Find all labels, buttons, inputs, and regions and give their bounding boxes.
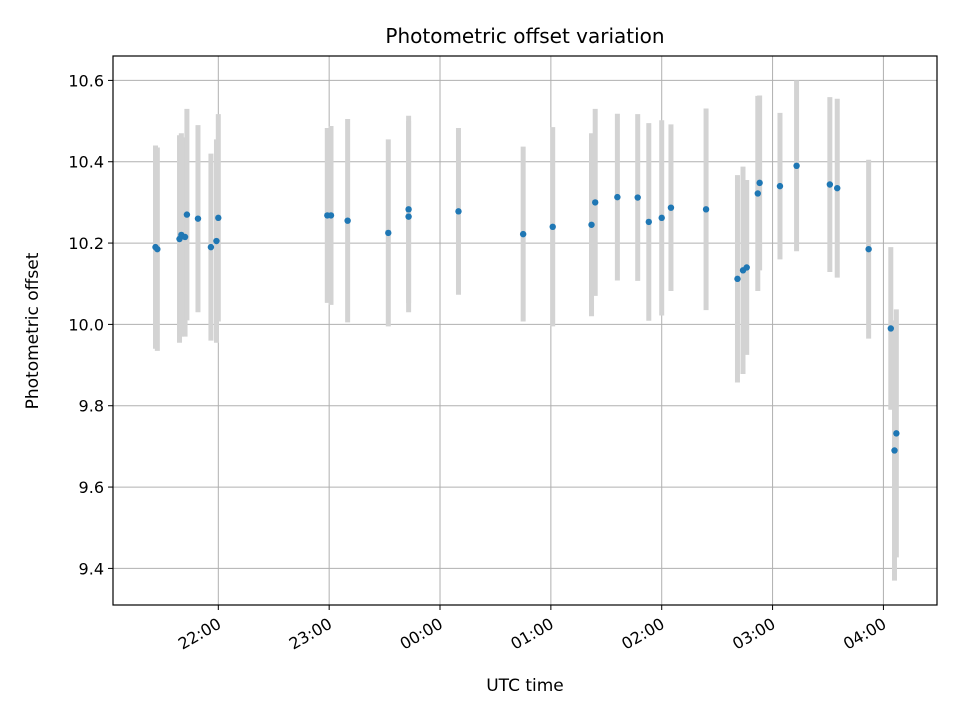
data-point <box>891 447 898 454</box>
data-point <box>405 206 412 213</box>
data-point <box>207 243 215 251</box>
data-point <box>776 182 784 190</box>
data-point <box>793 162 800 169</box>
data-point <box>455 208 462 215</box>
data-point <box>754 190 761 197</box>
data-point <box>667 204 675 211</box>
data-point <box>588 221 595 228</box>
y-tick-label: 10.0 <box>68 315 104 334</box>
plot-frame <box>112 55 938 606</box>
data-point <box>826 181 834 188</box>
y-tick-label: 10.2 <box>68 234 104 253</box>
y-axis-label: Photometric offset <box>23 252 43 409</box>
data-point <box>702 206 710 213</box>
data-point <box>194 215 202 222</box>
y-tick-label: 9.4 <box>79 559 104 578</box>
data-point <box>385 229 392 237</box>
data-point <box>734 275 741 283</box>
data-point <box>592 199 599 206</box>
data-point <box>743 264 750 271</box>
data-point <box>756 179 763 187</box>
y-tick-label: 9.6 <box>79 478 104 497</box>
data-point <box>181 233 189 241</box>
data-point <box>549 223 556 230</box>
data-point <box>154 245 161 253</box>
y-axis: 9.4 9.6 9.8 10.0 10.2 10.4 10.6 <box>68 71 113 578</box>
data-point <box>834 184 841 192</box>
y-tick-label: 9.8 <box>79 397 104 416</box>
y-tick-label: 10.6 <box>68 71 104 90</box>
data-point <box>634 194 641 201</box>
x-axis-label: UTC time <box>486 676 564 696</box>
data-points <box>152 162 900 454</box>
data-point <box>183 211 191 218</box>
y-tick-label: 10.4 <box>68 153 104 172</box>
data-point <box>614 193 621 201</box>
data-point <box>405 213 412 220</box>
data-point <box>645 218 652 226</box>
data-point <box>893 430 900 437</box>
data-point <box>215 214 222 222</box>
data-point <box>213 237 220 245</box>
data-point <box>327 212 335 219</box>
chart-title: Photometric offset variation <box>385 24 664 48</box>
data-point <box>887 325 895 332</box>
data-point <box>344 217 351 224</box>
data-point <box>658 214 665 222</box>
data-point <box>519 230 527 238</box>
data-point <box>865 245 872 253</box>
